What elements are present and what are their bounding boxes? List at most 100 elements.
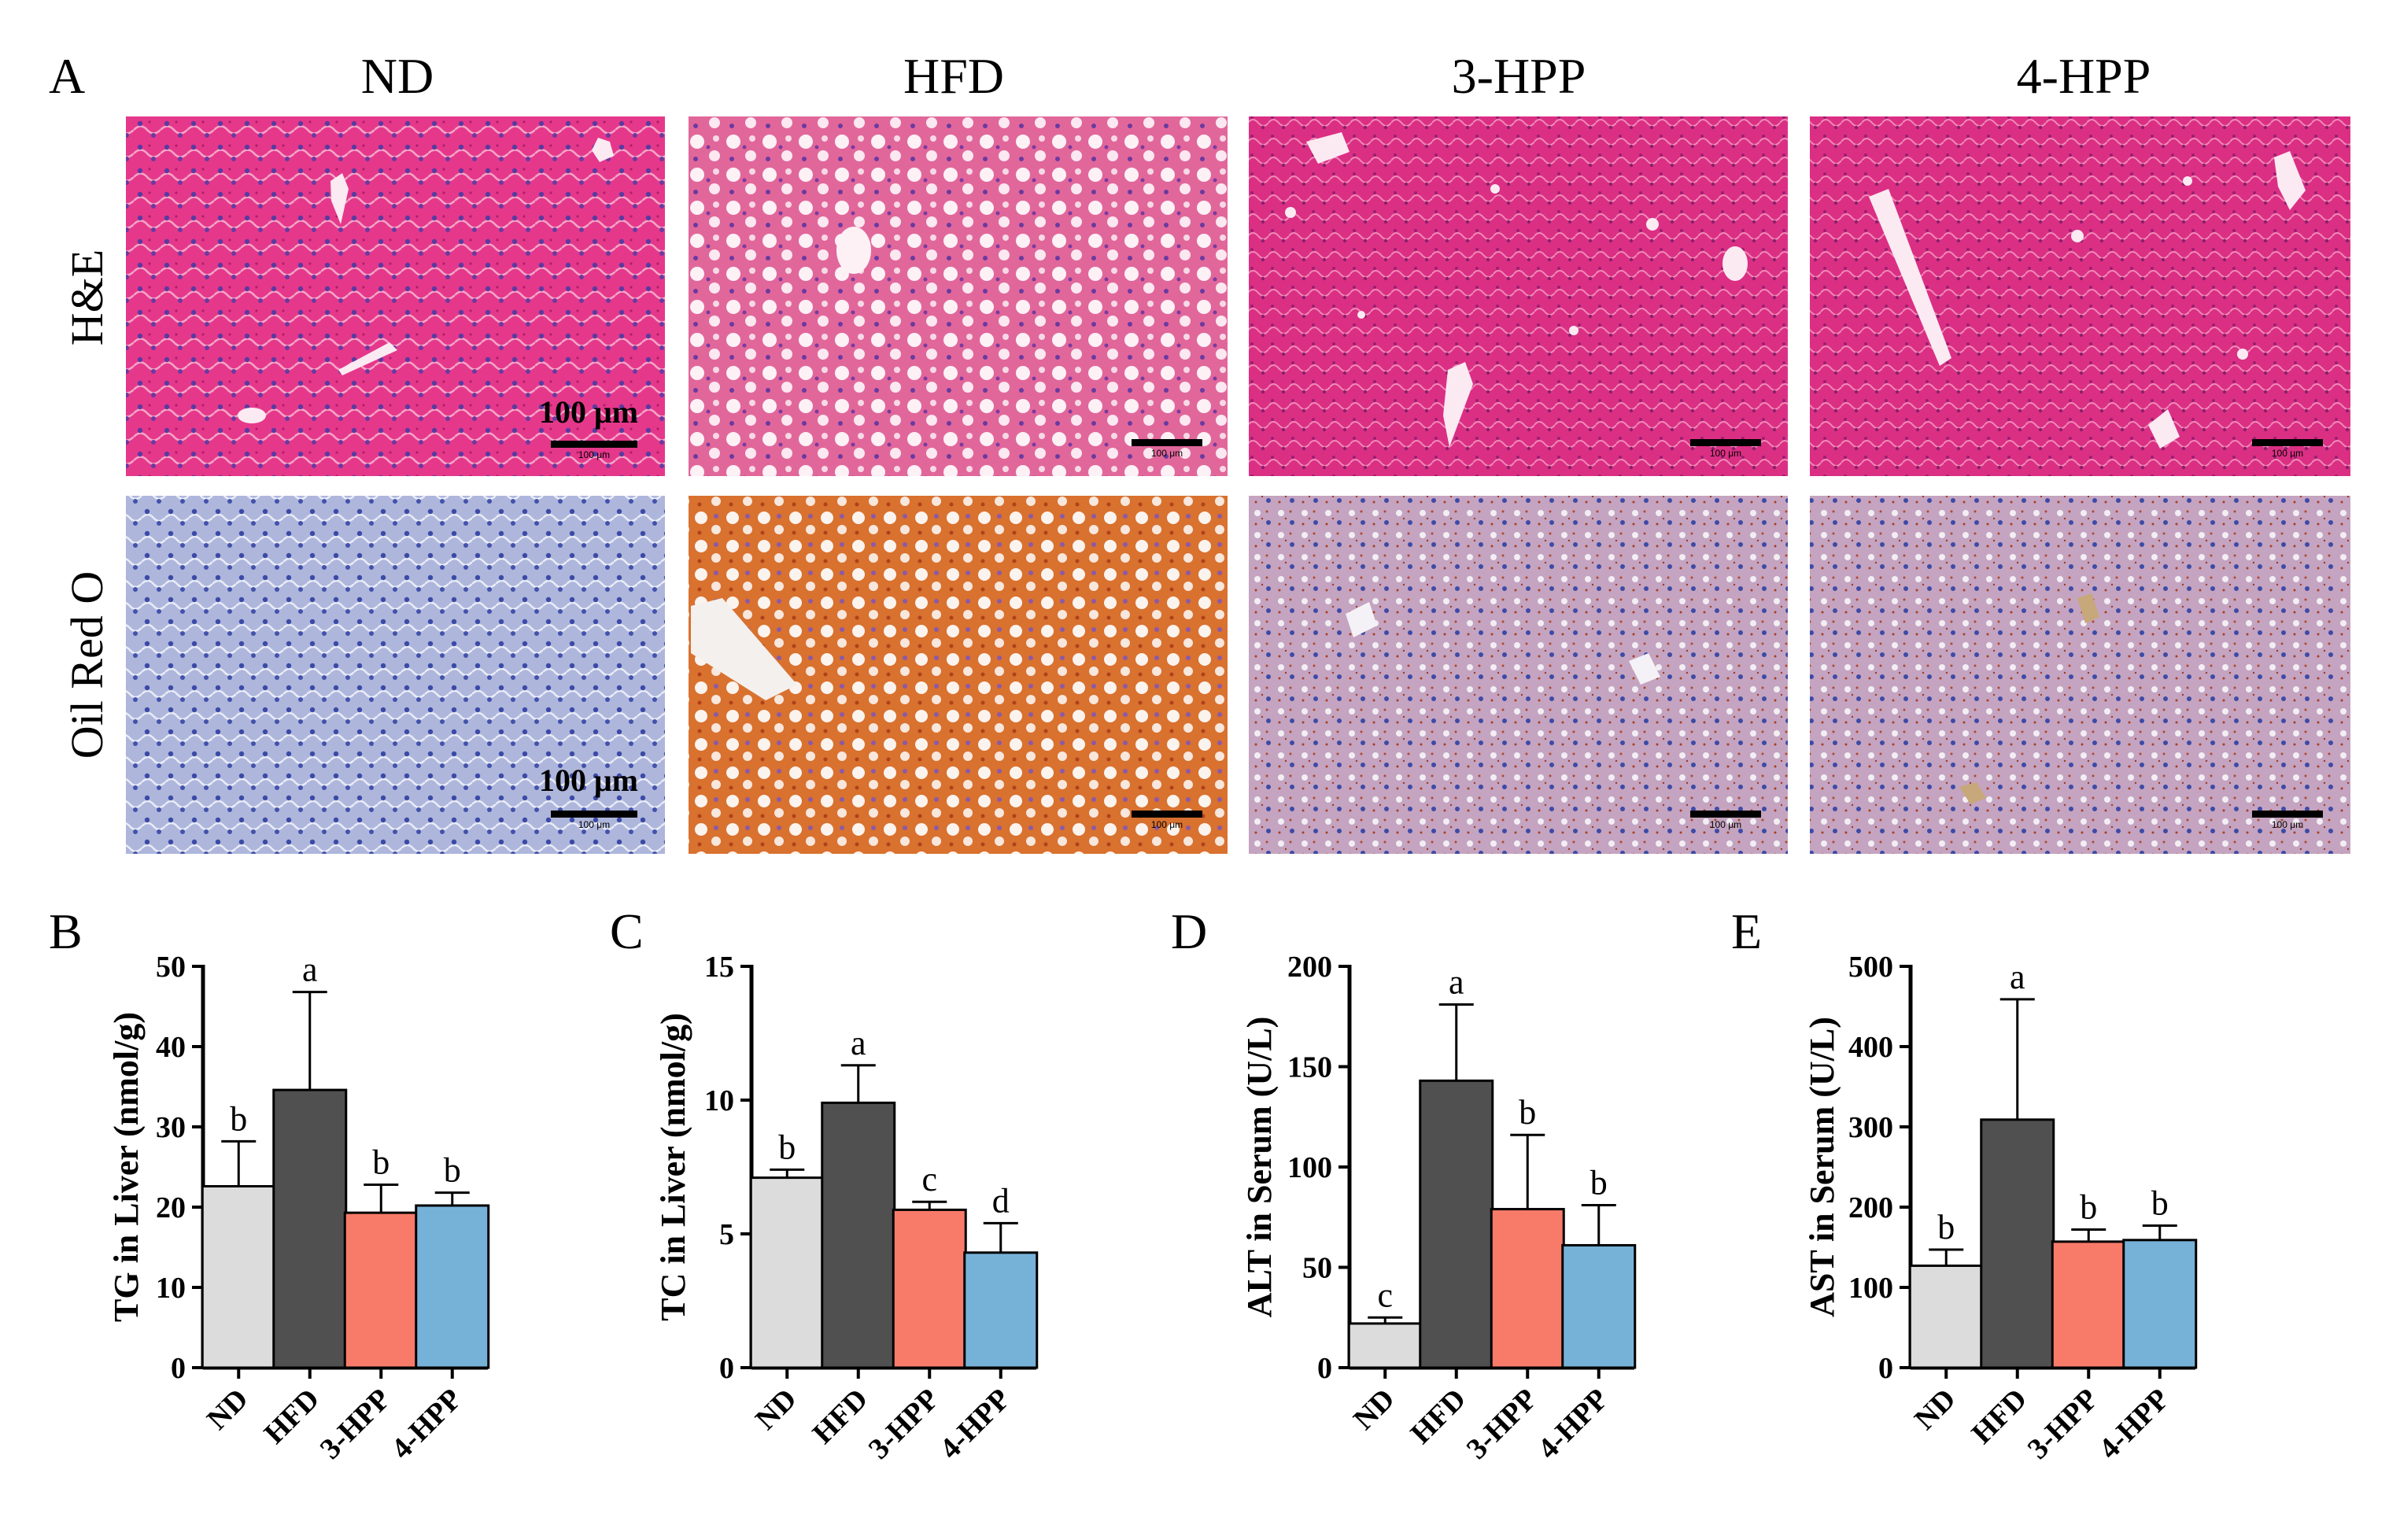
svg-text:100 μm: 100 μm: [1710, 819, 1741, 830]
svg-text:100 μm: 100 μm: [578, 819, 610, 830]
bar-hfd: [1419, 1079, 1494, 1369]
column-title-3hpp: 3-HPP: [1452, 48, 1586, 104]
scale-bar-oro-nd: 100 μm 100 μm: [539, 763, 638, 830]
bar-3-hpp: [1490, 1208, 1565, 1369]
scale-bar-he-3hpp: 100 μm: [1690, 439, 1761, 459]
significance-letter-hfd: a: [1449, 962, 1464, 1001]
y-tick-label: 5: [719, 1218, 734, 1251]
significance-letter-nd: b: [1937, 1208, 1955, 1246]
svg-text:100 μm: 100 μm: [2272, 819, 2303, 830]
panel-letter-e: E: [1731, 903, 1762, 959]
oro-image-hfd: [689, 496, 1228, 854]
x-tick-label-3-hpp: 3-HPP: [2022, 1383, 2105, 1466]
y-tick-label: 10: [704, 1084, 734, 1117]
x-tick-label-4-hpp: 4-HPP: [933, 1383, 1017, 1466]
column-title-4hpp: 4-HPP: [2017, 48, 2151, 104]
scale-bar-oro-3hpp: 100 μm: [1690, 811, 1761, 830]
panel-letter-d: D: [1171, 903, 1207, 959]
y-axis-title: ALT in Serum (U/L): [1240, 1017, 1279, 1318]
x-tick-label-4-hpp: 4-HPP: [385, 1383, 468, 1466]
bar-hfd: [272, 1088, 348, 1369]
y-tick-label: 15: [704, 951, 734, 984]
scale-bar-he-nd: 100 μm 100 μm: [539, 394, 638, 460]
he-image-hfd: [689, 116, 1228, 476]
significance-letter-4-hpp: b: [2151, 1184, 2169, 1222]
x-tick-label-3-hpp: 3-HPP: [1460, 1383, 1544, 1466]
y-tick-label: 40: [156, 1031, 186, 1064]
y-tick-label: 50: [156, 951, 186, 984]
bar-nd: [1908, 1264, 1984, 1369]
panel-letter-b: B: [49, 903, 83, 959]
bar-hfd: [1980, 1118, 2055, 1369]
x-tick-label-4-hpp: 4-HPP: [1531, 1383, 1615, 1466]
y-tick-label: 300: [1848, 1111, 1893, 1144]
bar-4-hpp: [1561, 1243, 1637, 1369]
bar-4-hpp: [2122, 1239, 2198, 1369]
y-axis-title: TG in Liver (nmol/g): [107, 1012, 146, 1322]
scale-bar-oro-4hpp: 100 μm: [2252, 811, 2323, 830]
bar-hfd: [821, 1101, 896, 1369]
y-tick-label: 500: [1848, 951, 1893, 984]
chart-panel-c: CTC in Liver (nmol/g)051015bNDaHFDc3-HPP…: [610, 903, 1039, 1466]
y-tick-label: 0: [1878, 1352, 1893, 1385]
row-title-he: H&E: [61, 249, 113, 345]
svg-text:100 μm: 100 μm: [578, 449, 610, 460]
bar-3-hpp: [2051, 1240, 2126, 1369]
bar-charts: BTG in Liver (nmol/g)01020304050bNDaHFDb…: [49, 903, 2198, 1466]
significance-letter-hfd: a: [302, 951, 318, 989]
x-tick-label-3-hpp: 3-HPP: [862, 1383, 946, 1466]
significance-letter-4-hpp: b: [1590, 1163, 1608, 1202]
y-tick-label: 20: [156, 1191, 186, 1224]
y-tick-label: 0: [719, 1352, 734, 1385]
y-tick-label: 30: [156, 1111, 186, 1144]
x-tick-label-4-hpp: 4-HPP: [2092, 1383, 2176, 1466]
significance-letter-3-hpp: c: [921, 1160, 937, 1198]
y-tick-label: 100: [1287, 1151, 1332, 1184]
svg-text:100 μm: 100 μm: [1710, 448, 1741, 459]
significance-letter-nd: c: [1377, 1276, 1393, 1314]
y-axis-title: TC in Liver (nmol/g): [654, 1013, 692, 1321]
y-tick-label: 0: [171, 1352, 186, 1385]
bar-3-hpp: [343, 1211, 419, 1369]
svg-text:100 μm: 100 μm: [539, 763, 638, 798]
y-tick-label: 150: [1287, 1051, 1332, 1084]
oro-image-4hpp: [1810, 496, 2350, 854]
svg-text:100 μm: 100 μm: [1151, 819, 1183, 830]
column-title-hfd: HFD: [903, 48, 1004, 104]
bar-nd: [201, 1184, 276, 1369]
y-tick-label: 50: [1302, 1252, 1332, 1285]
bar-4-hpp: [415, 1204, 490, 1369]
column-title-nd: ND: [361, 48, 434, 104]
oro-image-3hpp: [1249, 496, 1788, 854]
significance-letter-hfd: a: [2010, 958, 2025, 996]
chart-panel-b: BTG in Liver (nmol/g)01020304050bNDaHFDb…: [49, 903, 490, 1466]
significance-letter-nd: b: [230, 1099, 247, 1138]
bar-nd: [1347, 1322, 1423, 1369]
significance-letter-hfd: a: [851, 1024, 866, 1062]
y-tick-label: 10: [156, 1272, 186, 1305]
significance-letter-3-hpp: b: [372, 1143, 390, 1181]
he-image-nd: [126, 116, 665, 476]
oro-image-nd: [126, 496, 665, 854]
significance-letter-4-hpp: b: [444, 1151, 461, 1190]
scale-bar-he-4hpp: 100 μm: [2252, 439, 2323, 459]
significance-letter-nd: b: [778, 1128, 796, 1166]
bar-4-hpp: [963, 1251, 1039, 1369]
panel-letter-a: A: [49, 48, 85, 104]
x-tick-label-3-hpp: 3-HPP: [314, 1383, 397, 1466]
x-tick-label-nd: ND: [201, 1383, 255, 1437]
svg-text:100 μm: 100 μm: [2272, 448, 2303, 459]
significance-letter-3-hpp: b: [1519, 1093, 1536, 1132]
bar-nd: [749, 1176, 825, 1369]
scale-bar-he-hfd: 100 μm: [1132, 439, 1202, 459]
y-tick-label: 200: [1848, 1191, 1893, 1224]
significance-letter-4-hpp: d: [992, 1181, 1010, 1220]
he-image-4hpp: [1810, 116, 2350, 476]
significance-letter-3-hpp: b: [2080, 1188, 2097, 1227]
x-tick-label-nd: ND: [749, 1383, 803, 1437]
y-tick-label: 100: [1848, 1272, 1893, 1305]
x-tick-label-nd: ND: [1347, 1383, 1401, 1437]
